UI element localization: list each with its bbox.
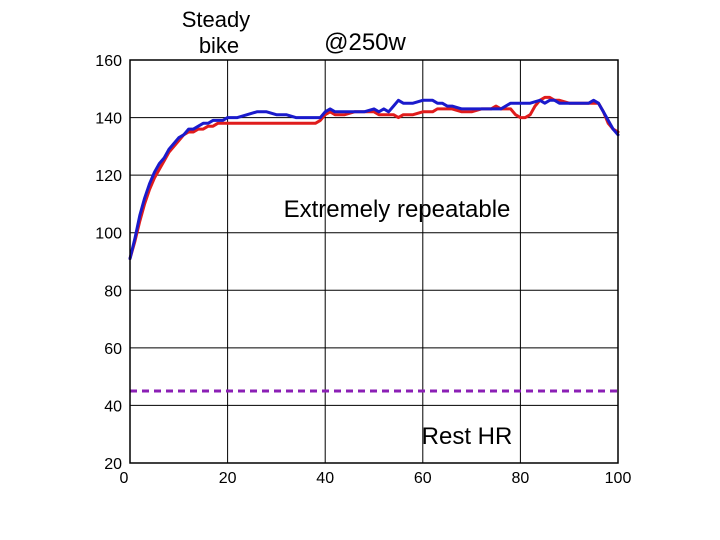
annotation-rest-hr: Rest HR (422, 423, 513, 450)
annotation-steady-line-1: Steady (182, 7, 251, 32)
annotation-steady-bike: Steady bike (182, 7, 257, 58)
x-tick-label-80: 80 (512, 470, 530, 487)
annotation-power: @250w (324, 29, 406, 56)
x-tick-label-0: 0 (120, 470, 129, 487)
x-tick-labels: 0 20 40 60 80 100 (120, 470, 632, 487)
x-tick-label-20: 20 (219, 470, 237, 487)
y-tick-label-140: 140 (95, 111, 122, 128)
x-tick-label-100: 100 (605, 470, 632, 487)
series-line-blue (128, 98, 620, 261)
annotation-steady-line-2: bike (199, 33, 239, 58)
y-tick-labels: 20 40 60 80 100 120 140 160 (95, 53, 122, 473)
plot-frame (129, 59, 619, 464)
series-lines (128, 95, 620, 261)
x-tick-label-40: 40 (316, 470, 334, 487)
grid (129, 59, 619, 464)
y-tick-label-60: 60 (104, 341, 122, 358)
y-tick-label-40: 40 (104, 398, 122, 415)
x-tick-label-60: 60 (414, 470, 432, 487)
series-line-red (128, 95, 620, 261)
y-tick-label-20: 20 (104, 456, 122, 473)
y-tick-label-160: 160 (95, 53, 122, 70)
annotation-extremely-repeatable: Extremely repeatable (284, 196, 511, 223)
y-tick-label-120: 120 (95, 168, 122, 185)
y-tick-label-80: 80 (104, 283, 122, 300)
y-tick-label-100: 100 (95, 226, 122, 243)
